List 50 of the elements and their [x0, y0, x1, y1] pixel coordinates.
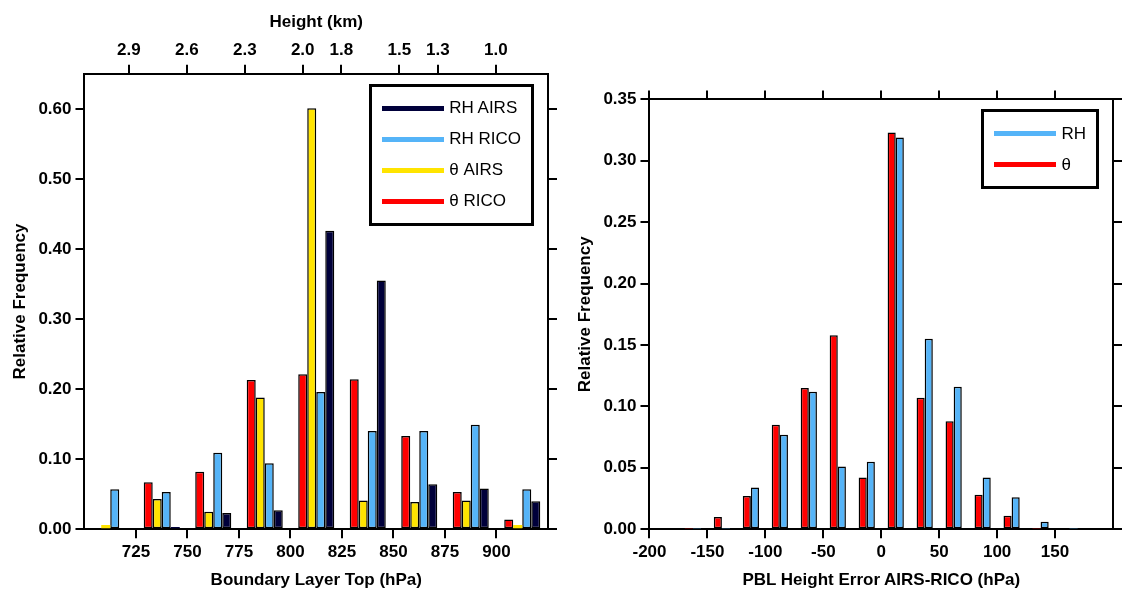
x2-tick-label: 1.0 — [484, 40, 508, 60]
y-axis-title: Relative Frequency — [574, 235, 594, 393]
y-tick-label: 0.00 — [38, 518, 72, 538]
x-tick-label: 800 — [276, 542, 305, 562]
x2-tick-label: 2.6 — [175, 40, 199, 60]
x2-axis-title: Height (km) — [269, 11, 363, 31]
y-tick-label: 0.40 — [38, 238, 72, 258]
y-tick-label: 0.05 — [603, 457, 637, 477]
legend-label: RH AIRS — [449, 98, 518, 119]
y-tick-label: 0.35 — [603, 89, 637, 109]
y-tick-label: 0.60 — [38, 98, 72, 118]
x-tick-label: -100 — [748, 542, 783, 562]
legend-label: θ RICO — [449, 191, 506, 212]
y-tick-label: 0.50 — [38, 168, 72, 188]
x-tick-label: 725 — [121, 542, 151, 562]
x-tick-label: 50 — [929, 542, 949, 562]
y-tick-label: 0.10 — [38, 448, 72, 468]
y-tick-label: 0.30 — [38, 308, 72, 328]
x-axis-title: Boundary Layer Top (hPa) — [210, 570, 422, 590]
x-tick-label: 825 — [327, 542, 357, 562]
x2-tick-label: 1.3 — [426, 40, 450, 60]
x-tick-label: 0 — [876, 542, 886, 562]
x-tick-label: 150 — [1040, 542, 1070, 562]
x-tick-label: -200 — [632, 542, 667, 562]
x-tick-label: 100 — [982, 542, 1012, 562]
x-tick-label: -150 — [690, 542, 725, 562]
x-tick-label: 850 — [379, 542, 408, 562]
legend-label: RH RICO — [449, 129, 521, 150]
y-axis-title: Relative Frequency — [9, 223, 29, 380]
x2-tick-label: 1.5 — [387, 40, 412, 60]
x-axis-title: PBL Height Error AIRS-RICO (hPa) — [742, 570, 1021, 590]
legend-label: θ AIRS — [449, 160, 504, 181]
x-tick-label: 775 — [224, 542, 254, 562]
x2-tick-label: 2.0 — [290, 40, 315, 60]
y-tick-label: 0.00 — [603, 518, 637, 538]
y-tick-label: 0.25 — [603, 211, 637, 231]
x2-tick-label: 1.8 — [329, 40, 354, 60]
y-tick-label: 0.10 — [603, 396, 637, 416]
x-tick-label: 875 — [430, 542, 460, 562]
x-tick-label: -50 — [811, 542, 836, 562]
x2-tick-label: 2.9 — [117, 40, 141, 60]
y-tick-label: 0.30 — [603, 150, 637, 170]
legend-label: θ — [1061, 154, 1071, 175]
y-tick-label: 0.15 — [603, 334, 637, 354]
y-tick-label: 0.20 — [38, 378, 72, 398]
legend-label: RH — [1061, 123, 1086, 144]
y-tick-label: 0.20 — [603, 273, 637, 293]
x-tick-label: 750 — [173, 542, 202, 562]
x2-tick-label: 2.3 — [232, 40, 257, 60]
x-tick-label: 900 — [482, 542, 511, 562]
